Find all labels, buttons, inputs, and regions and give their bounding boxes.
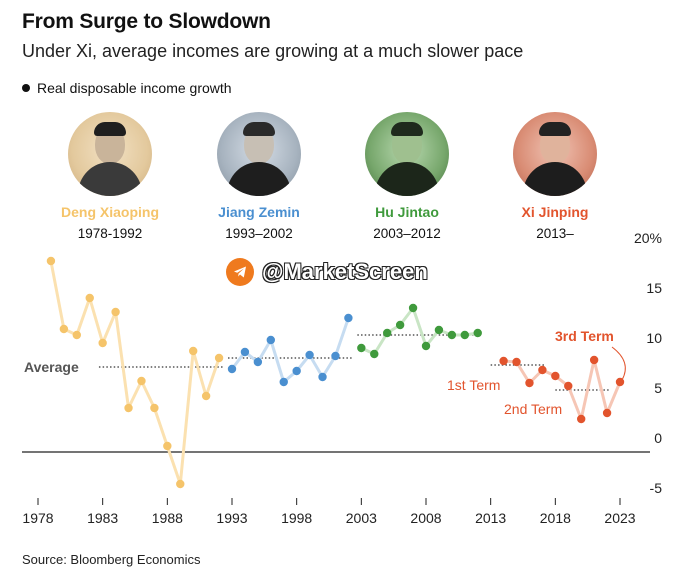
data-point (292, 366, 301, 376)
telegram-icon (226, 258, 254, 286)
data-point (266, 335, 275, 345)
second-term-label: 2nd Term (504, 401, 562, 417)
x-tick-label: 2003 (346, 510, 377, 526)
data-point (564, 381, 573, 391)
x-tick-label: 1998 (281, 510, 312, 526)
data-point (85, 293, 94, 303)
data-point (551, 371, 560, 381)
data-point (357, 343, 366, 353)
average-label: Average (24, 359, 79, 375)
data-point (577, 414, 586, 424)
leader-hu: Hu Jintao 2003–2012 (332, 112, 482, 241)
data-point (305, 350, 314, 360)
data-point (253, 357, 263, 367)
data-point (137, 376, 146, 386)
chart-subtitle: Under Xi, average incomes are growing at… (22, 41, 524, 61)
leader-name-jiang: Jiang Zemin (218, 204, 300, 220)
data-point (98, 338, 107, 348)
x-tick-label: 1993 (216, 510, 247, 526)
data-point (473, 328, 482, 338)
legend-dot-icon (22, 84, 30, 92)
data-point (240, 347, 250, 357)
third-term-label: 3rd Term (555, 328, 614, 344)
portrait-xi-icon (513, 112, 597, 196)
data-point (189, 346, 198, 356)
series-line (230, 317, 350, 384)
data-point (370, 349, 379, 359)
data-point (214, 353, 224, 363)
y-tick-label: -5 (650, 480, 663, 496)
x-tick-label: 1978 (22, 510, 53, 526)
source-note: Source: Bloomberg Economics (22, 552, 201, 567)
data-point (163, 441, 172, 451)
leader-xi: Xi Jinping 2013– (480, 112, 630, 241)
data-point (72, 330, 82, 340)
data-point (46, 256, 56, 266)
data-point (383, 328, 392, 338)
data-point (176, 479, 185, 489)
data-point (331, 351, 340, 361)
leader-name-xi: Xi Jinping (521, 204, 589, 220)
data-point (447, 330, 457, 340)
y-tick-label: 20% (634, 230, 662, 246)
data-point (460, 330, 469, 340)
data-point (124, 403, 133, 413)
x-tick-label: 2023 (604, 510, 635, 526)
data-point (279, 377, 288, 387)
x-tick-label: 1983 (87, 510, 118, 526)
data-point (344, 313, 353, 323)
data-point (227, 364, 237, 374)
leader-term-xi: 2013– (536, 226, 574, 241)
portrait-deng-icon (68, 112, 152, 196)
watermark: @MarketScreen (226, 258, 428, 286)
y-tick-label: 10 (646, 330, 662, 346)
x-tick-label: 1988 (152, 510, 183, 526)
portrait-hu-icon (365, 112, 449, 196)
series-line (49, 260, 221, 486)
y-tick-label: 0 (654, 430, 662, 446)
series-line (360, 306, 478, 356)
data-point (512, 357, 521, 367)
data-point (434, 325, 444, 335)
legend: Real disposable income growth (22, 80, 232, 96)
chart-title: From Surge to Slowdown (22, 10, 271, 33)
x-tick-label: 2008 (410, 510, 441, 526)
leader-term-jiang: 1993–2002 (225, 226, 293, 241)
data-point (395, 320, 405, 330)
x-tick-label: 2018 (540, 510, 571, 526)
leader-name-deng: Deng Xiaoping (61, 204, 159, 220)
data-point (59, 324, 69, 334)
legend-label: Real disposable income growth (37, 80, 232, 96)
data-point (538, 365, 547, 375)
first-term-label: 1st Term (447, 377, 500, 393)
data-point (525, 378, 534, 388)
data-point (499, 356, 508, 366)
leader-jiang: Jiang Zemin 1993–2002 (184, 112, 334, 241)
series-line (503, 358, 622, 421)
leader-term-deng: 1978-1992 (77, 226, 143, 241)
data-point (602, 408, 612, 418)
leader-name-hu: Hu Jintao (375, 204, 439, 220)
data-point (408, 303, 418, 313)
y-tick-label: 5 (654, 380, 662, 396)
x-tick-label: 2013 (475, 510, 506, 526)
data-point (201, 391, 211, 401)
data-point (111, 307, 120, 317)
leaders-row: Deng Xiaoping 1978-1992 Jiang Zemin 1993… (0, 112, 700, 242)
y-tick-label: 15 (646, 280, 662, 296)
data-point (589, 355, 599, 365)
watermark-text: @MarketScreen (262, 259, 428, 284)
third-term-arrow (611, 346, 626, 381)
leader-term-hu: 2003–2012 (373, 226, 441, 241)
data-point (421, 341, 431, 351)
data-point (318, 372, 327, 382)
portrait-jiang-icon (217, 112, 301, 196)
leader-deng: Deng Xiaoping 1978-1992 (35, 112, 185, 241)
data-point (150, 403, 159, 413)
